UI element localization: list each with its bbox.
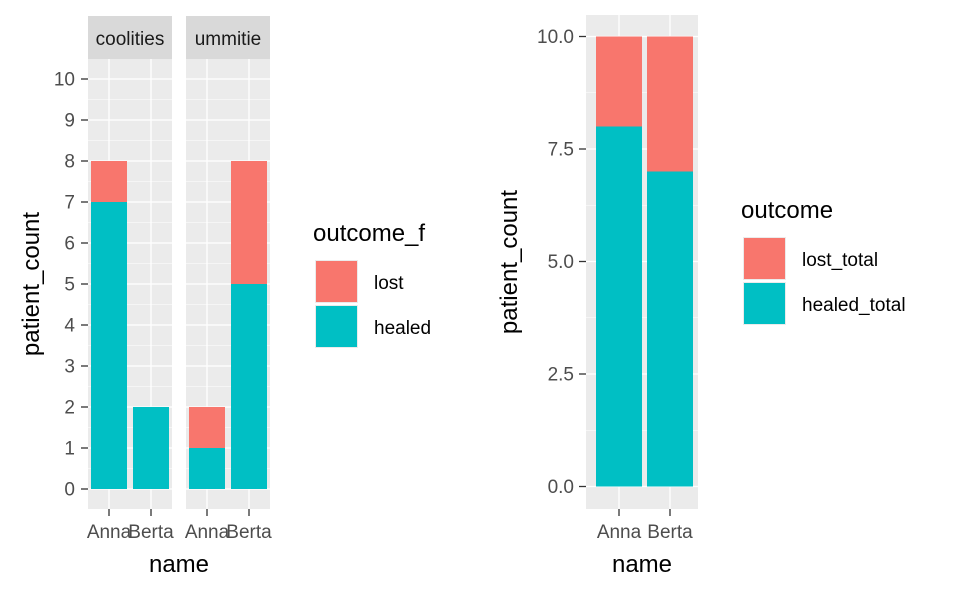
y-axis-title: patient_count [18, 212, 45, 356]
y-axis-title: patient_count [496, 190, 523, 334]
right-stacked-bar-chart: Anna Berta 0.0 2.5 5.0 7.5 10.0 name patient_cou… [496, 15, 906, 578]
legend-label: lost [374, 273, 404, 294]
x-tick-label: Berta [128, 522, 174, 543]
legend-label: lost_total [802, 250, 878, 271]
bar-lost [231, 161, 267, 284]
y-tick-label: 0 [64, 480, 75, 501]
left-faceted-bar-chart: coolitiesAnnaBertaummitieAnnaBerta012345… [18, 16, 431, 578]
bar-healed [133, 407, 169, 489]
x-tick-label: Anna [185, 522, 230, 543]
bar-healed_total [647, 171, 693, 487]
x-axis-title: name [612, 551, 672, 578]
y-tick-label: 6 [64, 234, 75, 255]
x-tick-label: Anna [87, 522, 132, 543]
bar-lost_total [647, 36, 693, 172]
legend-label: healed [374, 318, 431, 339]
y-tick-label: 10 [54, 70, 75, 91]
legend-label: healed_total [802, 295, 906, 316]
y-tick-label: 2 [64, 398, 75, 419]
y-tick-label: 3 [64, 357, 75, 378]
y-tick-label: 8 [64, 152, 75, 173]
y-tick-label: 7 [64, 193, 75, 214]
bar-healed [91, 202, 127, 489]
y-tick-label: 9 [64, 111, 75, 132]
y-tick-label: 2.5 [548, 365, 574, 386]
x-tick-label: Berta [226, 522, 272, 543]
y-tick-label: 4 [64, 316, 75, 337]
y-tick-label: 1 [64, 439, 75, 460]
bar-healed_total [596, 126, 642, 487]
y-tick-label: 5.0 [548, 252, 574, 273]
y-tick-label: 5 [64, 275, 75, 296]
legend-title: outcome_f [313, 220, 425, 247]
bar-lost_total [596, 36, 642, 127]
bar-healed [231, 284, 267, 489]
facet-strip-label: ummitie [195, 29, 262, 50]
legend-key-healed_total [744, 283, 785, 324]
bar-lost [189, 407, 225, 448]
x-axis-title: name [149, 551, 209, 578]
y-tick-label: 0.0 [548, 477, 574, 498]
x-tick-label: Berta [647, 522, 693, 543]
bar-healed [189, 448, 225, 489]
x-tick-label: Anna [597, 522, 642, 543]
legend-key-lost_total [744, 238, 785, 279]
legend-key-healed [316, 306, 357, 347]
facet-strip [186, 16, 270, 59]
y-tick-label: 10.0 [537, 27, 574, 48]
legend-key-lost [316, 261, 357, 302]
bar-lost [91, 161, 127, 202]
facet-strip-label: coolities [96, 29, 165, 50]
facet-strip [88, 16, 172, 59]
y-tick-label: 7.5 [548, 140, 574, 161]
legend-title: outcome [741, 197, 833, 224]
